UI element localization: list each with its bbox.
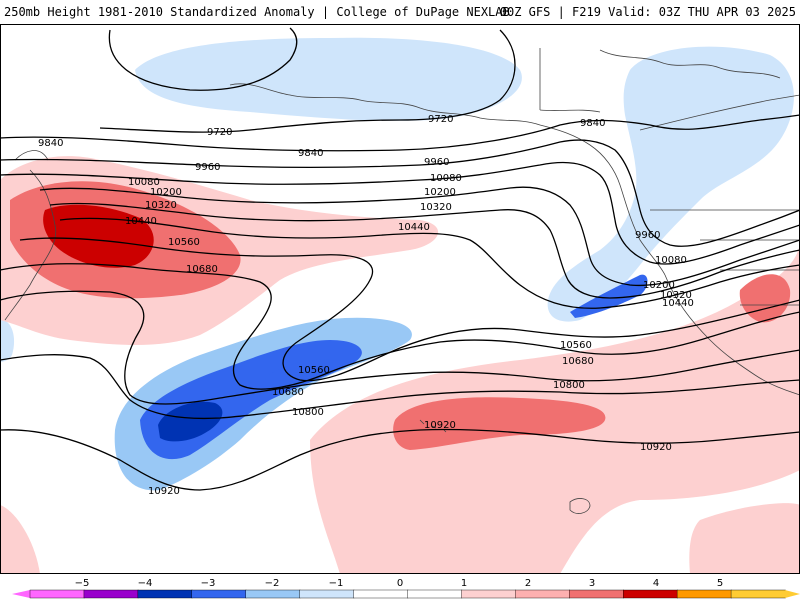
contour-label: 10440 bbox=[662, 298, 694, 309]
colorbar-tick-label: −4 bbox=[138, 578, 153, 589]
contour-label: 10200 bbox=[150, 187, 182, 198]
colorbar-tick-label: 1 bbox=[461, 578, 467, 589]
colorbar-tick-label: 2 bbox=[525, 578, 531, 589]
contour-label: 10320 bbox=[660, 290, 692, 301]
contour-label: 9840 bbox=[298, 148, 323, 159]
anomaly-map: 9720 9720 9840 9840 9840 9960 9960 9960 … bbox=[0, 24, 800, 574]
colorbar-tick-label: −1 bbox=[329, 578, 344, 589]
colorbar-cell bbox=[676, 589, 732, 599]
colorbar-cell bbox=[515, 589, 570, 599]
contour-label: 10080 bbox=[430, 173, 462, 184]
contour-label: 9960 bbox=[195, 162, 220, 173]
colorbar-cell bbox=[461, 589, 517, 599]
colorbar-tick-label: −2 bbox=[265, 578, 280, 589]
contour-label: 10920 bbox=[640, 442, 672, 453]
colorbar-cell bbox=[83, 589, 139, 599]
contour-label: 10800 bbox=[292, 407, 324, 418]
colorbar-cell bbox=[191, 589, 247, 599]
colorbar-cell bbox=[299, 589, 355, 599]
colorbar: −5 −4 −3 −2 −1 0 1 2 3 4 5 bbox=[0, 574, 800, 600]
contour-label: 9720 bbox=[207, 127, 232, 138]
contour-label: 10800 bbox=[553, 380, 585, 391]
height-contours bbox=[0, 27, 800, 491]
positive-anomaly-fill bbox=[0, 156, 800, 574]
contour-label: 10680 bbox=[186, 264, 218, 275]
contour-label: 10560 bbox=[298, 365, 330, 376]
contour-label: 10440 bbox=[398, 222, 430, 233]
colorbar-cell bbox=[245, 589, 301, 599]
contour-label: 9960 bbox=[424, 157, 449, 168]
contour-label: 10320 bbox=[420, 202, 452, 213]
contour-label: 10080 bbox=[655, 255, 687, 266]
colorbar-cells bbox=[29, 589, 786, 599]
colorbar-arrow-left bbox=[12, 590, 30, 598]
contour-label: 10920 bbox=[424, 420, 456, 431]
map-title: 250mb Height 1981-2010 Standardized Anom… bbox=[4, 5, 510, 19]
colorbar-cell bbox=[29, 589, 85, 599]
contour-label: 10560 bbox=[560, 340, 592, 351]
coastlines bbox=[4, 48, 800, 514]
model-run-info: 00Z GFS | F219 Valid: 03Z THU APR 03 202… bbox=[499, 5, 796, 19]
colorbar-tick-label: 4 bbox=[653, 578, 659, 589]
colorbar-cell bbox=[353, 589, 409, 599]
colorbar-cell bbox=[623, 589, 678, 599]
contour-label: 10920 bbox=[148, 486, 180, 497]
colorbar-cell bbox=[730, 589, 786, 599]
negative-anomaly-fill bbox=[0, 37, 794, 491]
colorbar-tick-label: 3 bbox=[589, 578, 595, 589]
contour-label: 10440 bbox=[125, 216, 157, 227]
colorbar-tick-label: −5 bbox=[75, 578, 90, 589]
contour-label: 10680 bbox=[272, 387, 304, 398]
contour-labels: 9720 9720 9840 9840 9840 9960 9960 9960 … bbox=[38, 114, 694, 497]
colorbar-ticks: −5 −4 −3 −2 −1 0 1 2 3 4 5 bbox=[75, 578, 724, 589]
contour-label: 10200 bbox=[643, 280, 675, 291]
contour-label: 10680 bbox=[562, 356, 594, 367]
colorbar-tick-label: −3 bbox=[201, 578, 216, 589]
contour-label: 10320 bbox=[145, 200, 177, 211]
map-header: 250mb Height 1981-2010 Standardized Anom… bbox=[0, 0, 800, 24]
colorbar-tick-label: 0 bbox=[397, 578, 403, 589]
colorbar-arrow-right bbox=[785, 590, 800, 598]
contour-label: 9720 bbox=[428, 114, 453, 125]
colorbar-cell bbox=[407, 589, 463, 599]
contour-label: 9960 bbox=[635, 230, 660, 241]
contour-label: 9840 bbox=[38, 138, 63, 149]
contour-label: 10200 bbox=[424, 187, 456, 198]
contour-label: 10560 bbox=[168, 237, 200, 248]
colorbar-cell bbox=[137, 589, 193, 599]
colorbar-tick-label: 5 bbox=[717, 578, 723, 589]
contour-label: 10080 bbox=[128, 177, 160, 188]
contour-label: 9840 bbox=[580, 118, 605, 129]
colorbar-cell bbox=[569, 589, 624, 599]
